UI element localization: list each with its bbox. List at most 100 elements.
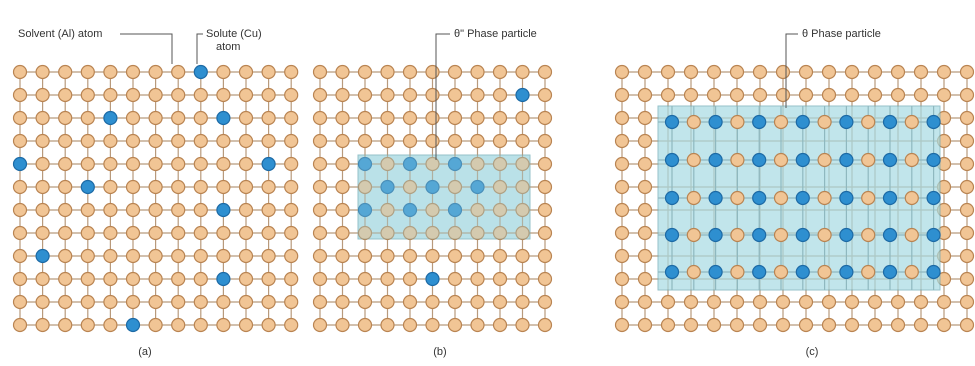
- solvent-atom: [823, 66, 836, 79]
- solvent-atom: [381, 319, 394, 332]
- solvent-atom: [869, 319, 882, 332]
- solvent-atom: [172, 66, 185, 79]
- solvent-atom: [662, 319, 675, 332]
- solvent-atom: [892, 296, 905, 309]
- solvent-atom: [823, 319, 836, 332]
- solute-atom: [796, 266, 809, 279]
- solvent-atom: [846, 296, 859, 309]
- solute-atom: [666, 266, 679, 279]
- solute-atom: [666, 192, 679, 205]
- solvent-atom: [616, 181, 629, 194]
- solvent-atom: [36, 89, 49, 102]
- solvent-atom: [36, 204, 49, 217]
- solvent-atom: [404, 89, 417, 102]
- solvent-atom: [14, 273, 27, 286]
- solute-atom: [884, 266, 897, 279]
- solvent-atom: [194, 227, 207, 240]
- solvent-atom: [862, 229, 875, 242]
- solvent-atom: [449, 135, 462, 148]
- solvent-atom: [262, 112, 275, 125]
- solute-atom: [884, 116, 897, 129]
- solvent-atom: [172, 273, 185, 286]
- solvent-atom: [687, 116, 700, 129]
- solvent-atom: [404, 66, 417, 79]
- solvent-atom: [172, 296, 185, 309]
- solvent-atom: [240, 296, 253, 309]
- solvent-atom: [731, 229, 744, 242]
- solvent-atom: [172, 158, 185, 171]
- solvent-atom: [59, 273, 72, 286]
- solvent-atom: [194, 273, 207, 286]
- solvent-atom: [426, 66, 439, 79]
- solvent-atom: [539, 112, 552, 125]
- solvent-atom: [285, 112, 298, 125]
- solvent-atom: [731, 154, 744, 167]
- solvent-atom: [285, 181, 298, 194]
- solvent-atom: [449, 250, 462, 263]
- solvent-atom: [404, 135, 417, 148]
- solvent-atom: [818, 192, 831, 205]
- solvent-atom: [516, 135, 529, 148]
- solvent-atom: [217, 296, 230, 309]
- solvent-atom: [104, 273, 117, 286]
- solute-atom: [14, 158, 27, 171]
- solvent-atom: [471, 250, 484, 263]
- solvent-atom: [172, 227, 185, 240]
- solvent-atom: [81, 66, 94, 79]
- solvent-atom: [217, 181, 230, 194]
- solvent-atom: [731, 192, 744, 205]
- solvent-atom: [262, 89, 275, 102]
- solvent-atom: [217, 319, 230, 332]
- solvent-atom: [915, 89, 928, 102]
- solute-atom: [262, 158, 275, 171]
- solvent-atom: [777, 319, 790, 332]
- solute-atom: [666, 116, 679, 129]
- solvent-atom: [539, 181, 552, 194]
- solvent-atom: [539, 135, 552, 148]
- solvent-atom: [14, 250, 27, 263]
- solvent-atom: [149, 296, 162, 309]
- solvent-atom: [59, 66, 72, 79]
- solvent-atom: [404, 273, 417, 286]
- solute-atom: [194, 66, 207, 79]
- solute-atom: [753, 192, 766, 205]
- solute-atom: [81, 181, 94, 194]
- solvent-atom: [905, 116, 918, 129]
- solvent-atom: [36, 296, 49, 309]
- solvent-atom: [616, 296, 629, 309]
- solvent-atom: [731, 89, 744, 102]
- solvent-atom: [81, 250, 94, 263]
- solvent-atom: [381, 250, 394, 263]
- solute-atom: [927, 266, 940, 279]
- solvent-atom: [494, 66, 507, 79]
- solvent-atom: [381, 296, 394, 309]
- solvent-atom: [127, 181, 140, 194]
- solvent-atom: [104, 135, 117, 148]
- solvent-atom: [754, 296, 767, 309]
- solute-atom: [709, 229, 722, 242]
- solvent-atom: [685, 296, 698, 309]
- solvent-atom: [915, 296, 928, 309]
- solute-atom: [884, 192, 897, 205]
- solvent-atom: [539, 250, 552, 263]
- solvent-atom: [639, 66, 652, 79]
- solvent-atom: [14, 66, 27, 79]
- solute-atom: [753, 154, 766, 167]
- solvent-atom: [662, 296, 675, 309]
- solvent-atom: [285, 250, 298, 263]
- solvent-atom: [59, 112, 72, 125]
- panel-label: (a): [138, 346, 151, 358]
- solvent-atom: [262, 204, 275, 217]
- solvent-atom: [961, 158, 974, 171]
- solvent-atom: [687, 154, 700, 167]
- solvent-atom: [336, 227, 349, 240]
- solvent-atom: [961, 66, 974, 79]
- solvent-atom: [336, 135, 349, 148]
- solvent-atom: [639, 204, 652, 217]
- solute-atom: [753, 116, 766, 129]
- solvent-atom: [869, 66, 882, 79]
- solvent-atom: [127, 204, 140, 217]
- solvent-atom: [905, 154, 918, 167]
- solvent-atom: [172, 89, 185, 102]
- solvent-atom: [639, 319, 652, 332]
